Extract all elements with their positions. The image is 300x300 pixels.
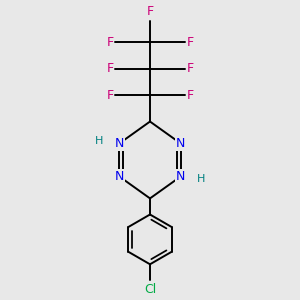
Text: F: F <box>106 89 113 102</box>
Text: H: H <box>197 174 205 184</box>
Text: F: F <box>187 62 194 75</box>
Text: F: F <box>106 62 113 75</box>
Text: F: F <box>146 4 154 18</box>
Text: N: N <box>115 137 124 150</box>
Text: H: H <box>95 136 103 146</box>
Text: F: F <box>187 89 194 102</box>
Text: F: F <box>187 36 194 49</box>
Text: N: N <box>176 170 185 183</box>
Text: N: N <box>115 170 124 183</box>
Text: F: F <box>106 36 113 49</box>
Text: N: N <box>176 137 185 150</box>
Text: Cl: Cl <box>144 283 156 296</box>
